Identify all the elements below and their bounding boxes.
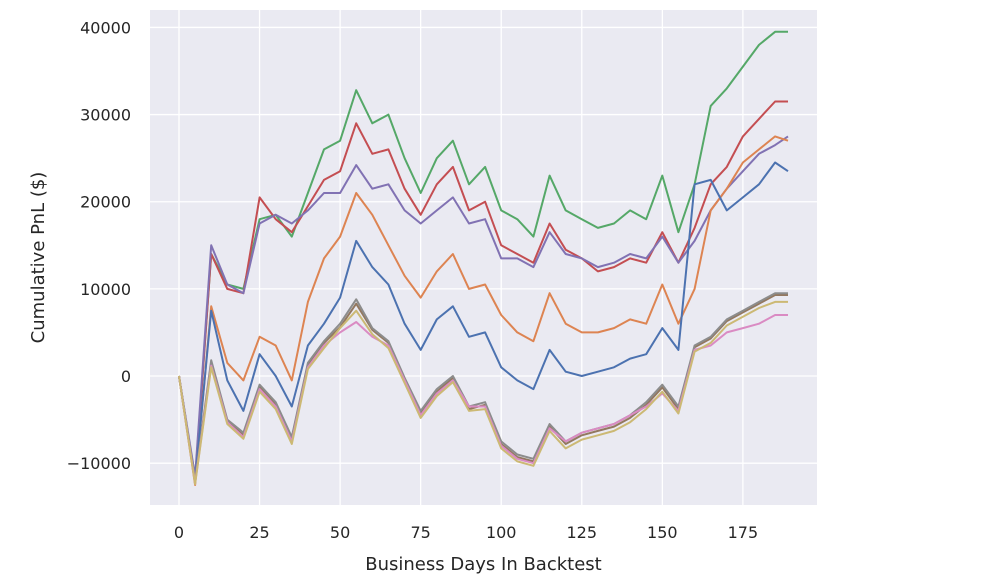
x-tick-label: 175 — [728, 523, 759, 542]
y-tick-label: 0 — [121, 367, 131, 386]
series-line-5 — [178, 161, 789, 482]
tick-labels: 0 25 50 75 100 125 150 175 −10000 0 10000 20000 3000… — [67, 18, 758, 542]
series-line-1 — [178, 30, 788, 482]
x-tick-label: 50 — [330, 523, 350, 542]
y-tick-label: 30000 — [80, 106, 131, 125]
series-line-7 — [178, 292, 788, 482]
y-tick-label: 20000 — [80, 193, 131, 212]
series-lines — [178, 30, 789, 486]
x-tick-label: 0 — [174, 523, 184, 542]
plot-area — [150, 10, 817, 505]
x-tick-label: 150 — [647, 523, 678, 542]
y-tick-label: 40000 — [80, 18, 131, 37]
y-tick-label: 10000 — [80, 280, 131, 299]
x-tick-label: 75 — [410, 523, 430, 542]
x-axis-label: Business Days In Backtest — [365, 554, 601, 575]
series-line-9 — [178, 300, 788, 486]
x-tick-label: 125 — [567, 523, 598, 542]
x-tick-label: 25 — [249, 523, 269, 542]
series-line-4 — [178, 135, 789, 486]
y-tick-label: −10000 — [67, 454, 131, 473]
x-tick-label: 100 — [486, 523, 517, 542]
grid-lines — [150, 10, 817, 505]
y-axis-label: Cumulative PnL ($) — [28, 172, 49, 344]
